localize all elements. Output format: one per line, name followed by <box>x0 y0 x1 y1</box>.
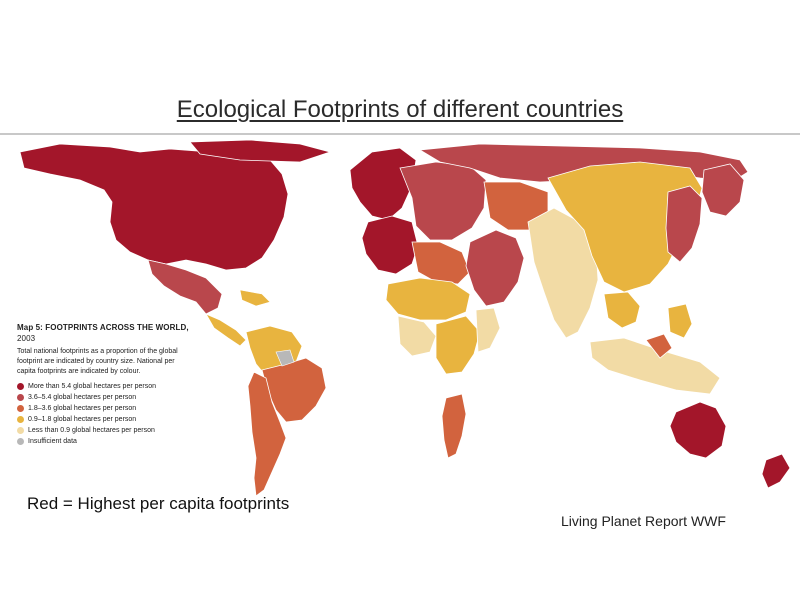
legend-item-label: Less than 0.9 global hectares per person <box>28 427 155 434</box>
legend-item-label: Insufficient data <box>28 438 77 445</box>
region-mexico <box>147 259 223 315</box>
region-indonesia <box>589 337 721 395</box>
region-brazil <box>261 357 327 423</box>
legend-swatch <box>17 438 24 445</box>
legend-item: 0.9–1.8 global hectares per person <box>17 414 195 425</box>
legend-item: 3.6–5.4 global hectares per person <box>17 392 195 403</box>
legend-item-label: 3.6–5.4 global hectares per person <box>28 394 137 401</box>
region-north-africa <box>385 277 471 321</box>
legend-title: Map 5: FOOTPRINTS ACROSS THE WORLD, <box>17 323 189 332</box>
legend-item-label: 0.9–1.8 global hectares per person <box>28 416 137 423</box>
caption-highest-footprints: Red = Highest per capita footprints <box>27 494 290 513</box>
region-east-africa <box>475 307 501 353</box>
legend-item-label: 1.8–3.6 global hectares per person <box>28 405 137 412</box>
region-west-africa <box>397 315 437 357</box>
region-southeast-asia <box>603 291 641 329</box>
region-middle-east <box>465 229 525 307</box>
region-central-america <box>205 313 247 347</box>
legend-item: Less than 0.9 global hectares per person <box>17 425 195 436</box>
cartogram-map <box>0 133 800 502</box>
region-southern-africa <box>441 393 467 459</box>
region-central-africa <box>435 315 481 375</box>
region-greenland <box>189 139 332 163</box>
map-legend: Map 5: FOOTPRINTS ACROSS THE WORLD, 2003… <box>17 322 195 447</box>
legend-item-label: More than 5.4 global hectares per person <box>28 383 157 390</box>
legend-swatch <box>17 394 24 401</box>
legend-swatch <box>17 405 24 412</box>
region-japan <box>665 185 703 263</box>
region-nodata-sa <box>275 349 295 367</box>
legend-description: Total national footprints as a proportio… <box>17 348 178 375</box>
region-andes <box>247 371 287 497</box>
region-australia <box>669 401 727 459</box>
slide-title: Ecological Footprints of different count… <box>176 96 624 123</box>
world-cartogram <box>19 139 791 497</box>
region-north-america <box>19 143 289 271</box>
region-western-europe <box>361 215 419 275</box>
legend-swatch <box>17 383 24 390</box>
region-philippines <box>667 303 693 339</box>
legend-items: More than 5.4 global hectares per person… <box>17 381 195 447</box>
legend-item: More than 5.4 global hectares per person <box>17 381 195 392</box>
region-china <box>547 161 703 293</box>
legend-swatch <box>17 427 24 434</box>
region-scandinavia <box>349 147 417 221</box>
region-caribbean <box>239 289 271 307</box>
region-korea <box>701 163 745 217</box>
legend-swatch <box>17 416 24 423</box>
legend-year: 2003 <box>17 334 36 343</box>
legend-item: Insufficient data <box>17 436 195 447</box>
region-new-zealand <box>761 453 791 489</box>
region-southern-europe <box>411 241 471 285</box>
caption-source: Living Planet Report WWF <box>561 513 726 529</box>
legend-item: 1.8–3.6 global hectares per person <box>17 403 195 414</box>
region-malaysia <box>645 333 673 359</box>
